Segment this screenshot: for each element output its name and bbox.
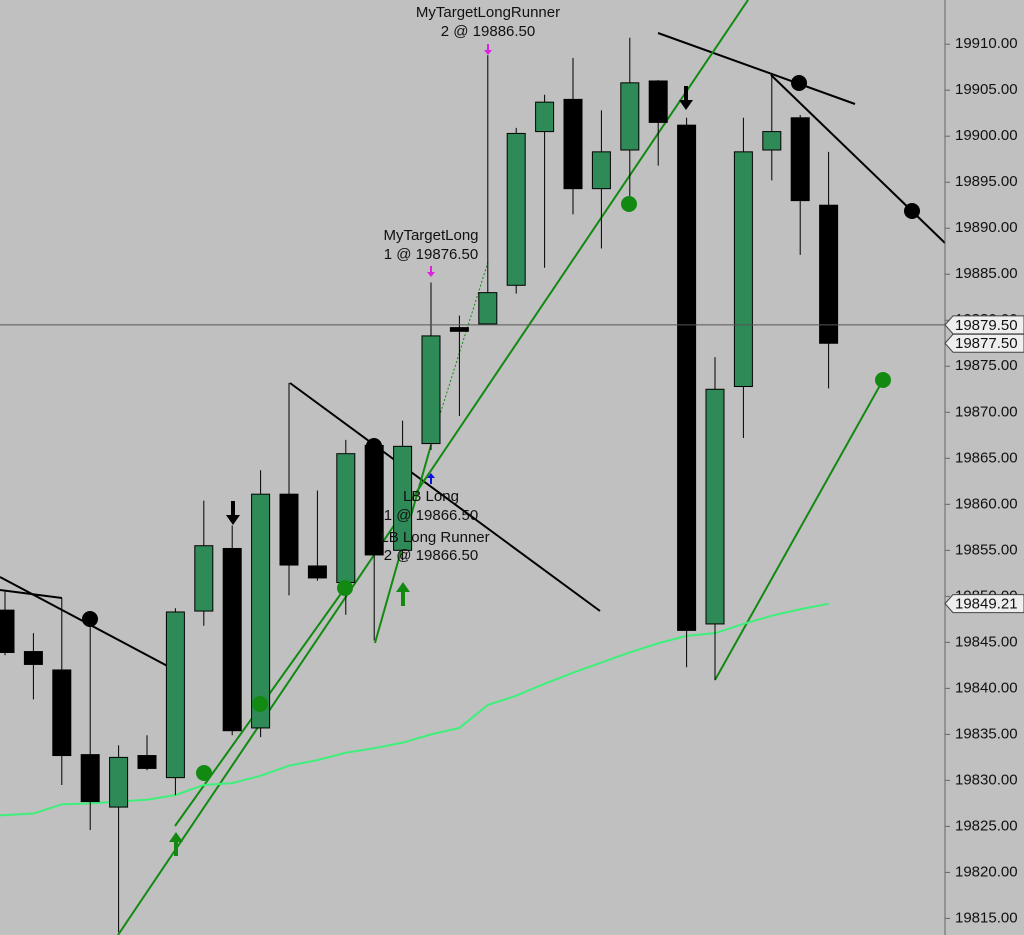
candle-body xyxy=(591,151,611,190)
dot xyxy=(875,372,891,388)
candles xyxy=(0,37,839,933)
candle-body xyxy=(677,124,697,631)
annotations: MyTargetLongRunner 2 @ 19886.50 MyTarget… xyxy=(380,4,560,564)
drawings xyxy=(0,0,946,935)
candle-body xyxy=(648,80,668,123)
y-tick-label: 19900.00 xyxy=(955,127,1018,144)
annotation: 1 @ 19876.50 xyxy=(384,246,478,263)
price-badge xyxy=(944,333,1024,353)
y-tick-label: 19895.00 xyxy=(955,173,1018,190)
exit-arrow xyxy=(484,44,492,55)
y-tick-label: 19885.00 xyxy=(955,265,1018,282)
sell-arrow xyxy=(226,501,240,525)
candle-body xyxy=(165,611,185,779)
candle-body xyxy=(506,132,526,286)
trend-line xyxy=(117,0,749,935)
annotation: LB Long Runner xyxy=(380,529,489,546)
candle-body xyxy=(194,545,214,612)
candle-body xyxy=(336,453,356,584)
candle-body xyxy=(307,565,327,579)
price-badge xyxy=(944,315,1024,335)
y-tick-label: 19875.00 xyxy=(955,357,1018,374)
y-tick-label: 19840.00 xyxy=(955,679,1018,696)
buy-arrow xyxy=(396,582,410,606)
candle-body xyxy=(23,651,43,665)
y-tick-label: 19820.00 xyxy=(955,863,1018,880)
candle-body xyxy=(393,445,413,551)
y-tick-label: 19910.00 xyxy=(955,35,1018,52)
y-tick-label: 19845.00 xyxy=(955,633,1018,650)
entry-arrow xyxy=(427,473,435,484)
dot xyxy=(904,203,920,219)
candle-body xyxy=(80,754,100,803)
y-tick-label: 19825.00 xyxy=(955,817,1018,834)
y-tick-label: 19890.00 xyxy=(955,219,1018,236)
dot xyxy=(337,580,353,596)
trend-line xyxy=(0,589,63,599)
y-tick-label: 19815.00 xyxy=(955,909,1018,926)
sell-arrow xyxy=(679,86,693,110)
candle-body xyxy=(109,756,129,808)
candle-body xyxy=(563,98,583,190)
candle-body xyxy=(0,609,15,653)
dot xyxy=(791,75,807,91)
price-badge-label: 19879.50 xyxy=(955,317,1018,334)
candle-body xyxy=(421,335,441,445)
candle-body xyxy=(705,388,725,625)
candle-body xyxy=(279,493,299,566)
dot xyxy=(366,438,382,454)
candle-body xyxy=(222,547,242,732)
price-badge xyxy=(944,594,1024,614)
candle-body xyxy=(819,204,839,344)
trend-line xyxy=(714,379,884,681)
candle-body xyxy=(52,669,72,757)
trend-line xyxy=(657,32,856,105)
candle-body xyxy=(762,131,782,151)
annotation: LB Long xyxy=(403,488,459,505)
candle-body xyxy=(251,493,271,729)
exit-arrow xyxy=(427,266,435,277)
annotation: 2 @ 19886.50 xyxy=(441,23,535,40)
moving-average xyxy=(0,602,829,817)
dot xyxy=(196,765,212,781)
annotation: 1 @ 19866.50 xyxy=(384,507,478,524)
candle-body xyxy=(620,82,640,151)
y-axis: 19815.00 19820.00 19825.00 19830.00 19835.00… xyxy=(945,35,1018,926)
price-badge-label: 19849.21 xyxy=(955,596,1018,613)
y-tick-label: 19865.00 xyxy=(955,449,1018,466)
y-tick-label: 19855.00 xyxy=(955,541,1018,558)
dot xyxy=(82,611,98,627)
dot xyxy=(252,696,268,712)
candle-body xyxy=(449,327,469,332)
candle-body xyxy=(790,117,810,202)
y-tick-label: 19905.00 xyxy=(955,81,1018,98)
y-tick-label: 19860.00 xyxy=(955,495,1018,512)
buy-arrow xyxy=(169,832,183,856)
candle-body xyxy=(478,292,498,325)
candle-body xyxy=(535,101,555,133)
trend-line xyxy=(289,382,601,612)
y-tick-label: 19830.00 xyxy=(955,771,1018,788)
annotation: MyTargetLong xyxy=(383,227,478,244)
y-tick-label: 19835.00 xyxy=(955,725,1018,742)
annotation: MyTargetLongRunner xyxy=(416,4,560,21)
annotation: 2 @ 19866.50 xyxy=(384,547,478,564)
candle-body xyxy=(137,755,157,769)
y-tick-label: 19870.00 xyxy=(955,403,1018,420)
markers xyxy=(82,44,920,856)
candle-body xyxy=(733,151,753,388)
price-badge-label: 19877.50 xyxy=(955,335,1018,352)
dot xyxy=(621,196,637,212)
